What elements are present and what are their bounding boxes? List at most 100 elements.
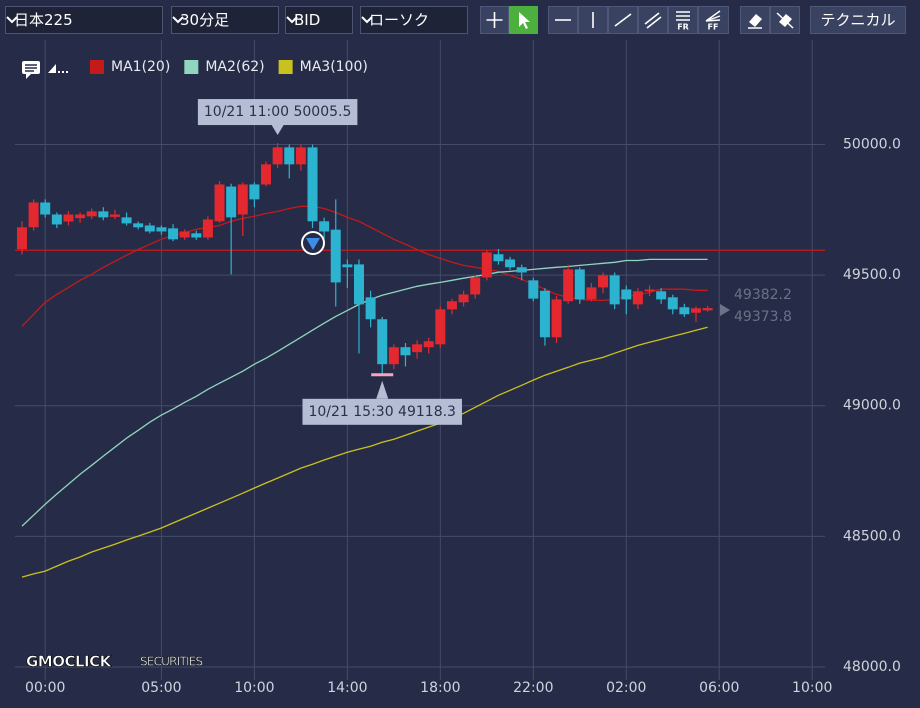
chevron bbox=[361, 16, 373, 24]
x-tick-label: 02:00 bbox=[606, 680, 646, 696]
candle-body bbox=[202, 219, 213, 238]
price-type-dropdown[interactable]: BID bbox=[285, 6, 353, 34]
candle-body bbox=[621, 289, 632, 300]
symbol-dropdown[interactable]: 日本225 bbox=[5, 6, 163, 34]
x-tick-label: 10:00 bbox=[792, 680, 832, 696]
ma-line bbox=[21, 326, 708, 578]
vline-button[interactable] bbox=[578, 6, 608, 34]
candle-body bbox=[98, 211, 109, 218]
annotation-pointer bbox=[271, 125, 284, 136]
candle-body bbox=[412, 344, 423, 353]
legend-label: MA3(100) bbox=[300, 59, 368, 75]
dropdown-label: 30分足 bbox=[180, 11, 230, 29]
chevron bbox=[172, 16, 184, 24]
icon bbox=[519, 12, 530, 29]
erase-all-button[interactable] bbox=[770, 6, 800, 34]
y-tick-label: 50000.0 bbox=[843, 136, 901, 152]
candle-body bbox=[144, 225, 155, 232]
logo-sub: SECURITIES bbox=[140, 655, 202, 669]
annotation-text: 10/21 15:30 49118.3 bbox=[308, 404, 456, 420]
icon: FF bbox=[705, 10, 721, 32]
icon bbox=[614, 13, 632, 27]
x-tick-label: 10:00 bbox=[234, 680, 274, 696]
x-tick-label: 05:00 bbox=[141, 680, 181, 696]
fibo-retracement-button[interactable]: FR bbox=[668, 6, 698, 34]
x-tick-label: 00:00 bbox=[25, 680, 65, 696]
legend-swatch bbox=[184, 60, 199, 74]
hline-button[interactable] bbox=[548, 6, 578, 34]
candle-body bbox=[261, 164, 272, 185]
candle-body bbox=[226, 186, 237, 218]
candle-body bbox=[598, 275, 609, 288]
candle-body bbox=[505, 259, 516, 268]
candle-body bbox=[307, 147, 318, 222]
candle-body bbox=[63, 214, 74, 222]
comment-icon-tail bbox=[26, 74, 31, 79]
x-tick-label: 18:00 bbox=[420, 680, 460, 696]
x-tick-label: 06:00 bbox=[699, 680, 739, 696]
pointer-button[interactable] bbox=[509, 6, 538, 34]
trendline-button[interactable] bbox=[608, 6, 638, 34]
candle-body bbox=[179, 231, 190, 238]
y-tick-label: 49500.0 bbox=[843, 267, 901, 283]
candle-body bbox=[342, 264, 353, 268]
ma-line bbox=[21, 258, 708, 527]
candle-body bbox=[632, 291, 643, 305]
eraser-button[interactable] bbox=[740, 6, 770, 34]
candle-body bbox=[679, 307, 690, 315]
candle-body bbox=[481, 252, 492, 278]
candle-body bbox=[586, 287, 597, 300]
icon-label: FF bbox=[708, 23, 719, 32]
legend-swatch bbox=[90, 60, 104, 74]
technical-button[interactable]: テクニカル bbox=[810, 6, 906, 34]
crosshair-button[interactable] bbox=[480, 6, 509, 34]
y-tick-label: 48000.0 bbox=[843, 659, 901, 675]
candle-body bbox=[400, 347, 411, 356]
candle-body bbox=[702, 308, 713, 311]
candle-body bbox=[446, 301, 457, 310]
candle-body bbox=[133, 223, 144, 228]
candle-body bbox=[574, 269, 585, 300]
candle-body bbox=[237, 184, 248, 215]
candle-body bbox=[86, 211, 97, 217]
chevron bbox=[6, 16, 18, 24]
y-tick-label: 49000.0 bbox=[843, 398, 901, 414]
chart-type-dropdown[interactable]: ローソク bbox=[360, 6, 468, 34]
annotation-text: 10/21 11:00 50005.5 bbox=[204, 104, 352, 120]
candle-body bbox=[156, 227, 167, 232]
price-arrow bbox=[720, 304, 730, 316]
candle-body bbox=[353, 264, 364, 305]
candle-body bbox=[191, 233, 202, 238]
candle-body bbox=[539, 290, 550, 338]
x-tick-label: 22:00 bbox=[513, 680, 553, 696]
price-label: 49382.2 bbox=[734, 287, 792, 303]
candle-body bbox=[28, 202, 39, 228]
candle-body bbox=[249, 184, 260, 200]
candle-body bbox=[121, 217, 132, 224]
y-tick-label: 48500.0 bbox=[843, 528, 901, 544]
timeframe-dropdown[interactable]: 30分足 bbox=[171, 6, 279, 34]
candle-body bbox=[551, 299, 562, 338]
fibo-fan-button[interactable]: FF bbox=[698, 6, 729, 34]
toolbar: 日本225 30分足 BID ローソク FR FF テクニカル bbox=[0, 0, 920, 40]
dropdown-label: ローソク bbox=[369, 11, 430, 29]
candle-body bbox=[377, 319, 388, 365]
candle-body bbox=[388, 347, 399, 365]
candle-body bbox=[365, 297, 376, 320]
channel-button[interactable] bbox=[638, 6, 668, 34]
legend-label: MA2(62) bbox=[205, 59, 264, 75]
icon bbox=[748, 14, 762, 29]
candle-body bbox=[667, 297, 678, 310]
candle-body bbox=[16, 227, 27, 250]
tool-icon bbox=[48, 64, 68, 73]
icon-label: FR bbox=[677, 23, 689, 32]
candle-body bbox=[458, 294, 469, 303]
dropdown-label: 日本225 bbox=[14, 11, 73, 29]
icon: FR bbox=[676, 11, 690, 32]
candle-body bbox=[295, 147, 306, 165]
logo-brand: GMOCLICK bbox=[26, 653, 113, 671]
icon bbox=[592, 12, 594, 28]
icon bbox=[555, 19, 571, 21]
chevron bbox=[286, 16, 298, 24]
